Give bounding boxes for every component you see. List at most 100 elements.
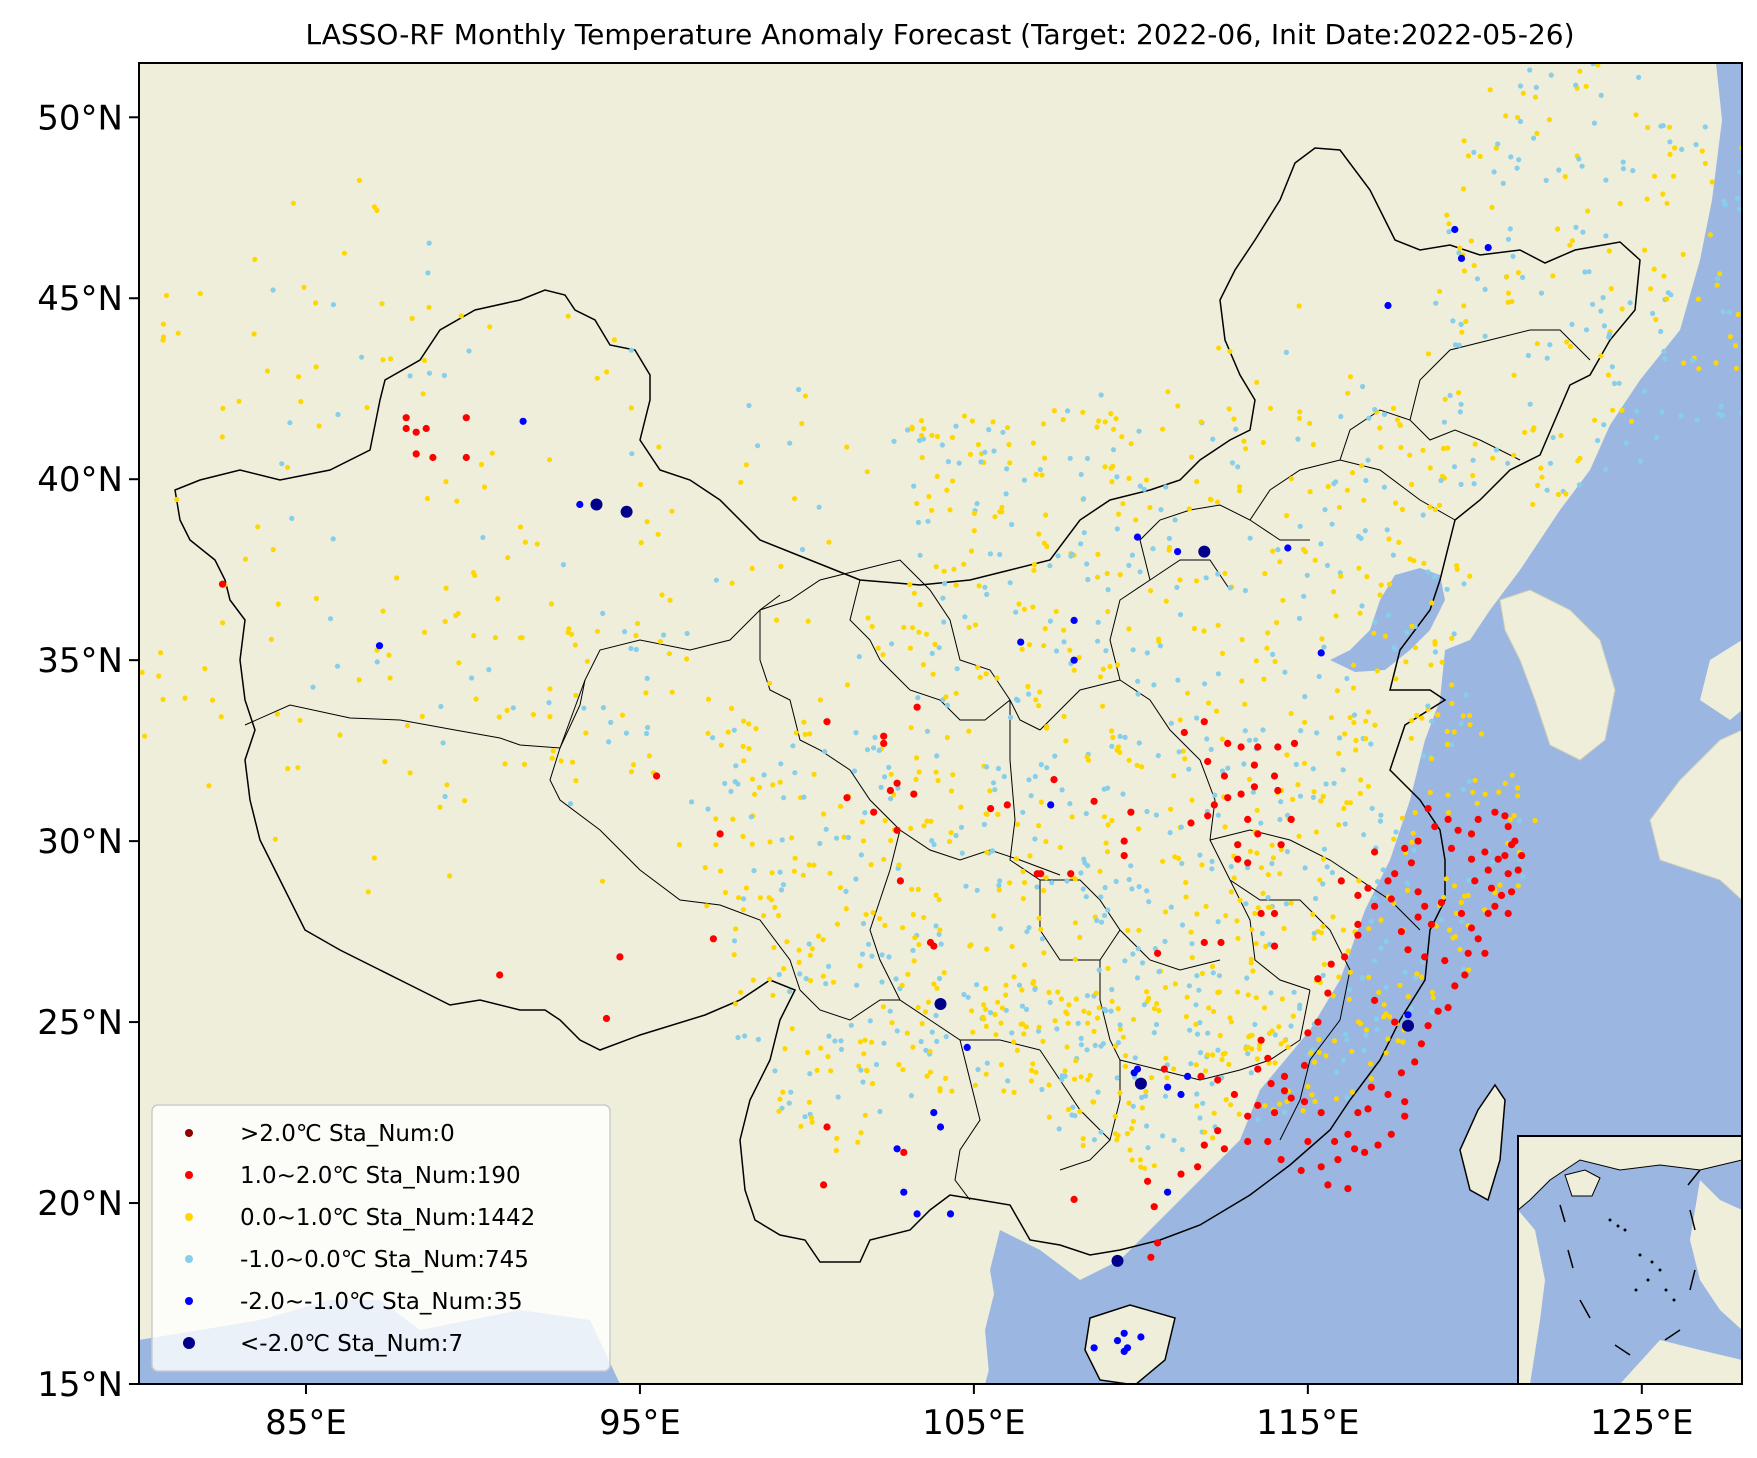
station-point [1310,766,1316,772]
station-point [1228,889,1234,895]
station-point [994,675,1000,681]
station-point [1228,1019,1234,1025]
station-point-warm [402,414,410,422]
station-point [940,595,946,601]
x-tick-label: 105°E [922,1403,1025,1443]
station-point [802,393,809,399]
station-point-cold [930,1109,938,1117]
station-point [1003,992,1009,998]
station-point [1442,396,1448,402]
legend-label: <-2.0℃ Sta_Num:7 [240,1331,463,1357]
station-point [1259,930,1265,937]
station-point [1437,288,1443,294]
station-point-warm [1504,870,1512,878]
station-point [1250,968,1256,974]
station-point [1411,847,1417,853]
station-point [1057,844,1063,851]
station-point [730,816,736,822]
station-point [1059,787,1065,793]
station-point [1114,474,1120,480]
station-point [1180,748,1186,754]
station-point [644,519,650,525]
station-point [793,730,799,736]
station-point [1120,501,1126,507]
station-point [1435,712,1441,718]
station-point [1386,1014,1393,1020]
station-point [1302,719,1308,725]
station-point [958,804,964,810]
station-point [472,572,478,579]
station-point [746,402,752,409]
y-tick-label: 50°N [37,98,123,138]
station-point-cold [1113,1337,1122,1345]
station-point [868,862,874,868]
station-point [778,761,784,767]
station-point [1036,703,1042,709]
station-point [825,1054,831,1060]
station-point [1391,836,1397,842]
station-point [863,911,869,918]
station-point [1429,989,1435,996]
station-point-cold [1404,1011,1412,1019]
station-point [1507,226,1513,232]
station-point [274,711,280,717]
station-point-warm [1474,935,1482,943]
station-point [160,696,166,703]
station-point [767,976,773,982]
station-point [995,765,1002,772]
station-point [1386,536,1392,542]
station-point [1360,383,1366,390]
station-point [807,978,814,984]
station-point-warm [1424,805,1432,813]
station-point [341,250,347,256]
station-point [644,675,650,682]
station-point [1052,753,1058,759]
station-point-warm [1120,837,1128,845]
station-point [1064,878,1070,884]
station-point [843,906,849,912]
station-point [1720,309,1726,315]
station-point [702,865,708,871]
station-point-warm [1160,1065,1168,1073]
station-point [1586,269,1592,275]
station-point [1108,411,1114,417]
station-point [941,619,947,625]
station-point [731,727,737,733]
station-point [1634,50,1639,55]
station-point [1100,703,1106,709]
station-point [1396,539,1402,546]
station-point [1497,54,1502,59]
station-point [766,895,772,901]
station-point [1535,482,1541,488]
station-point [1366,415,1372,421]
station-point [786,1100,792,1106]
station-point [741,718,747,724]
station-point [1307,420,1313,426]
legend-marker [185,1255,193,1263]
station-point [1223,1097,1229,1103]
station-point [1183,879,1189,886]
station-point [1654,435,1660,441]
station-point [1085,1020,1091,1026]
station-point [1471,262,1477,269]
station-point [1293,761,1299,768]
station-point [86,586,91,591]
station-point [755,443,761,449]
station-point [1061,639,1067,645]
station-point [1310,911,1316,918]
station-point [1156,638,1162,644]
station-point-warm [1287,1094,1295,1102]
station-point [1371,630,1377,636]
station-point-warm [1277,1156,1285,1164]
station-point [1385,1036,1391,1042]
station-point [1461,893,1467,899]
station-point [961,561,967,567]
station-point-warm [1414,888,1422,896]
station-point [1119,434,1125,440]
station-point [947,507,953,513]
station-point [1216,973,1222,979]
station-point [965,994,971,1000]
station-point [862,1112,868,1118]
station-point [1671,173,1677,179]
station-point [1174,584,1180,591]
